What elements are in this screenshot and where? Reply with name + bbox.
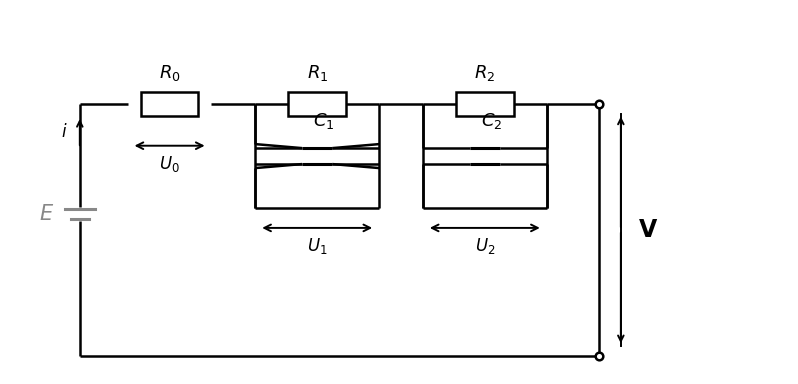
Bar [289,92,346,116]
Text: $U_0$: $U_0$ [159,154,180,174]
Text: $U_1$: $U_1$ [307,236,327,256]
Text: $C_1$: $C_1$ [313,111,334,131]
Text: $R_2$: $R_2$ [474,63,496,83]
Text: $R_0$: $R_0$ [159,63,180,83]
Text: $C_2$: $C_2$ [480,111,502,131]
Bar [456,92,513,116]
Text: $i$: $i$ [61,123,68,141]
Bar [141,92,199,116]
Text: $E$: $E$ [39,204,54,224]
Text: $U_2$: $U_2$ [475,236,495,256]
Text: V: V [638,218,657,242]
Text: $R_1$: $R_1$ [306,63,328,83]
